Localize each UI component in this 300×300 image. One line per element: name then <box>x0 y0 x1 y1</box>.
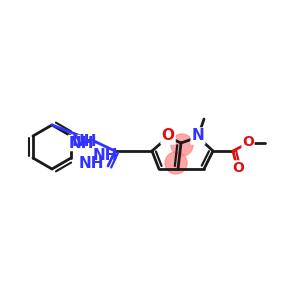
Text: O: O <box>242 135 254 149</box>
Circle shape <box>171 134 193 156</box>
Text: O: O <box>232 161 244 175</box>
Text: NH: NH <box>79 157 104 172</box>
Text: NH: NH <box>92 148 118 163</box>
Text: NH: NH <box>68 136 94 151</box>
Text: N: N <box>192 128 204 143</box>
Text: NH: NH <box>71 134 97 148</box>
Text: iminyl: iminyl <box>116 154 146 164</box>
Text: O: O <box>161 128 175 143</box>
Circle shape <box>165 152 187 174</box>
